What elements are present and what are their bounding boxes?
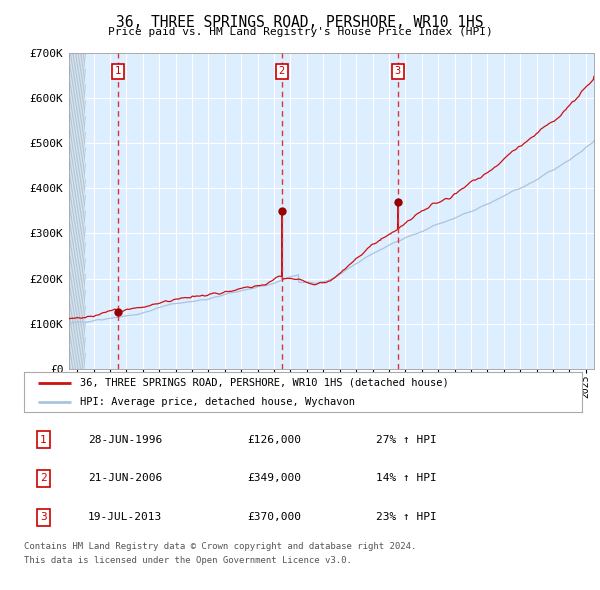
Text: This data is licensed under the Open Government Licence v3.0.: This data is licensed under the Open Gov… bbox=[24, 556, 352, 565]
Text: 21-JUN-2006: 21-JUN-2006 bbox=[88, 474, 163, 483]
Text: 36, THREE SPRINGS ROAD, PERSHORE, WR10 1HS: 36, THREE SPRINGS ROAD, PERSHORE, WR10 1… bbox=[116, 15, 484, 30]
Text: £370,000: £370,000 bbox=[247, 513, 301, 522]
Text: 23% ↑ HPI: 23% ↑ HPI bbox=[376, 513, 436, 522]
Text: 3: 3 bbox=[395, 66, 401, 76]
Text: 1: 1 bbox=[40, 435, 47, 444]
Text: 2: 2 bbox=[40, 474, 47, 483]
Text: £126,000: £126,000 bbox=[247, 435, 301, 444]
Text: 36, THREE SPRINGS ROAD, PERSHORE, WR10 1HS (detached house): 36, THREE SPRINGS ROAD, PERSHORE, WR10 1… bbox=[80, 378, 449, 388]
Text: £349,000: £349,000 bbox=[247, 474, 301, 483]
Text: Price paid vs. HM Land Registry's House Price Index (HPI): Price paid vs. HM Land Registry's House … bbox=[107, 27, 493, 37]
Text: 1: 1 bbox=[115, 66, 121, 76]
Text: 19-JUL-2013: 19-JUL-2013 bbox=[88, 513, 163, 522]
Text: Contains HM Land Registry data © Crown copyright and database right 2024.: Contains HM Land Registry data © Crown c… bbox=[24, 542, 416, 550]
Text: 14% ↑ HPI: 14% ↑ HPI bbox=[376, 474, 436, 483]
Text: 2: 2 bbox=[278, 66, 285, 76]
Text: 28-JUN-1996: 28-JUN-1996 bbox=[88, 435, 163, 444]
Text: 3: 3 bbox=[40, 513, 47, 522]
Text: HPI: Average price, detached house, Wychavon: HPI: Average price, detached house, Wych… bbox=[80, 397, 355, 407]
Text: 27% ↑ HPI: 27% ↑ HPI bbox=[376, 435, 436, 444]
